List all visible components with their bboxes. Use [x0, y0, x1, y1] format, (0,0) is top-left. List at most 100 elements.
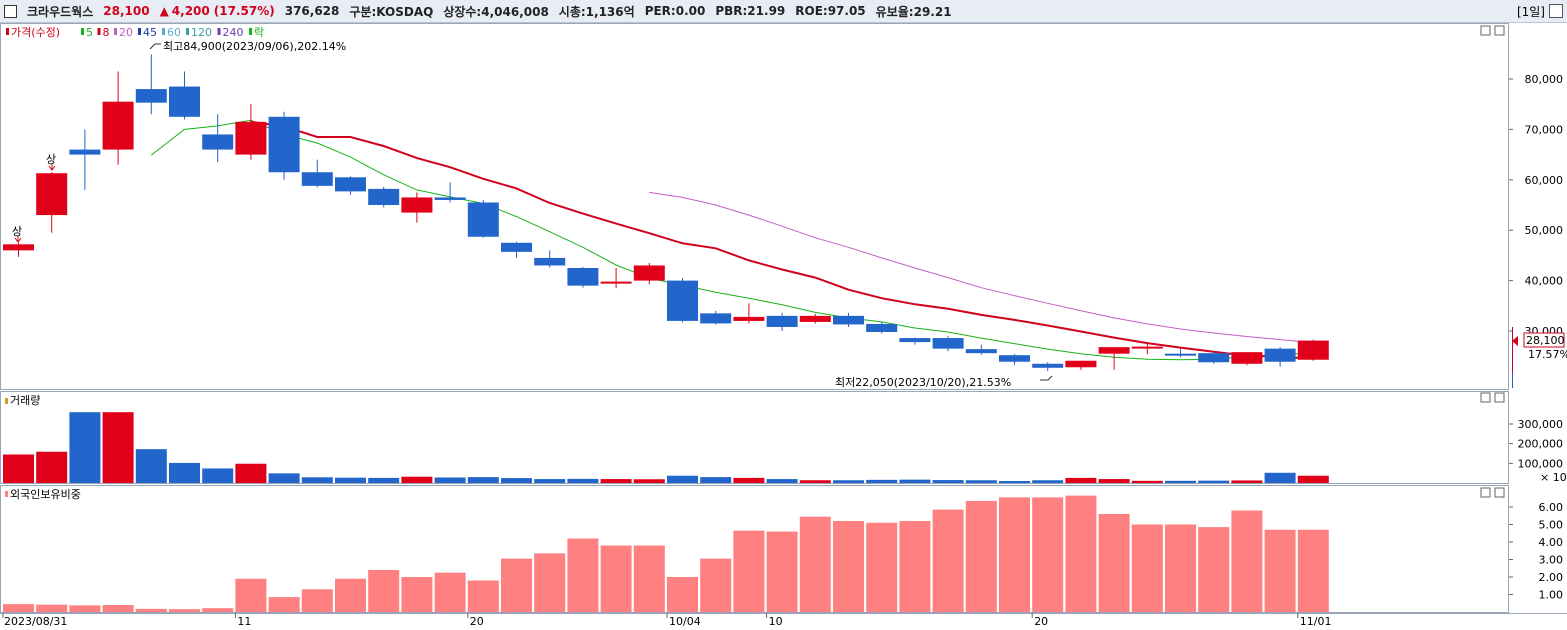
legend-label-1: 5	[86, 26, 93, 39]
candle-body-8	[268, 116, 300, 173]
volume-bar-3	[102, 412, 134, 483]
candle-body-26	[866, 323, 898, 333]
legend-label-3: 20	[119, 26, 133, 39]
max-price-annotation: 최고84,900(2023/09/06),202.14%	[163, 40, 346, 53]
foreign-bar-34	[1131, 524, 1163, 612]
foreign-bar-35	[1165, 524, 1196, 612]
foreign-bar-29	[965, 500, 997, 612]
candle-body-36	[1198, 353, 1230, 363]
window-toggle-button[interactable]	[1549, 4, 1563, 18]
candlesticks	[3, 54, 1329, 372]
volume-bar-29	[965, 480, 997, 483]
candle-body-2	[69, 149, 101, 155]
foreign-bar-11	[368, 570, 400, 612]
volume-bar-13	[434, 477, 466, 483]
x-tick-label-2: 20	[470, 615, 484, 628]
volume-bar-21	[700, 477, 732, 483]
foreign-tick-label-0: 6.00	[1539, 501, 1564, 514]
volume-bar-9	[301, 477, 333, 483]
foreign-tick-label-4: 2.00	[1539, 571, 1564, 584]
foreign-bar-23	[766, 531, 798, 612]
candle-body-14	[467, 202, 499, 237]
volume-bar-15	[501, 478, 532, 483]
x-tick-label-3: 10/04	[669, 615, 701, 628]
volume-bar-34	[1131, 480, 1163, 483]
legend-marker-8	[249, 28, 252, 35]
volume-bar-1	[36, 451, 68, 483]
volume-bar-18	[600, 479, 632, 483]
candle-body-19	[633, 265, 665, 281]
volume-bar-14	[467, 477, 499, 483]
foreign-bar-6	[202, 608, 234, 612]
volume-panel-buttons[interactable]	[1480, 392, 1505, 403]
foreign-bar-37	[1231, 510, 1263, 612]
candle-body-27	[899, 338, 931, 343]
foreign-bar-18	[600, 545, 632, 612]
candle-body-12	[401, 197, 433, 213]
candle-body-3	[102, 101, 134, 150]
foreign-bar-4	[135, 608, 167, 612]
price-tick-label-2: 60,000	[1525, 174, 1564, 187]
foreign-bar-14	[467, 580, 499, 612]
trade-volume: 376,628	[284, 4, 340, 18]
roe-value: ROE:97.05	[795, 4, 866, 18]
price-change-pct: (17.57%)	[213, 4, 275, 18]
foreign-bar-20	[667, 577, 698, 612]
foreign-bar-30	[999, 497, 1030, 612]
foreign-bar-26	[866, 522, 898, 612]
foreign-bar-5	[169, 609, 200, 612]
legend-label-4: 45	[143, 26, 157, 39]
price-panel-buttons[interactable]	[1480, 25, 1505, 36]
stock-name[interactable]: 크라우드웍스	[27, 4, 94, 19]
price-tick-label-4: 40,000	[1525, 275, 1564, 288]
legend-marker-4	[138, 28, 141, 35]
x-tick-label-5: 20	[1034, 615, 1048, 628]
candle-body-30	[999, 355, 1030, 362]
candle-body-22	[733, 316, 765, 321]
candle-body-4	[135, 89, 167, 103]
svg-text:17.57%: 17.57%	[1528, 348, 1567, 361]
volume-bar-7	[235, 463, 267, 483]
foreign-bar-2	[69, 605, 101, 612]
candle-body-1	[36, 173, 68, 216]
foreign-bar-17	[567, 538, 599, 612]
volume-bar-35	[1165, 480, 1196, 483]
select-checkbox[interactable]	[4, 4, 17, 18]
svg-text:상: 상	[46, 153, 56, 166]
volume-bar-23	[766, 479, 798, 483]
foreign-panel-buttons[interactable]	[1480, 487, 1505, 498]
candle-body-5	[169, 86, 200, 117]
current-price: 28,100	[103, 4, 150, 18]
ma20-line	[649, 191, 1314, 344]
legend-label-5: 60	[167, 26, 181, 39]
period-selector[interactable]: [1일]	[1516, 5, 1545, 19]
foreign-bar-16	[534, 553, 566, 612]
volume-bar-8	[268, 473, 300, 483]
foreign-bar-39	[1297, 529, 1329, 612]
volume-bar-25	[833, 480, 864, 483]
volume-bar-5	[169, 462, 200, 483]
legend-label-0: 가격(수정)	[11, 26, 60, 39]
volume-bar-36	[1198, 480, 1230, 483]
candle-body-25	[833, 315, 864, 325]
price-tick-label-1: 70,000	[1525, 123, 1564, 136]
x-axis-labels: 2023/08/31 11 20 10/04 10 20 11/01	[2, 613, 1332, 628]
foreign-bar-32	[1065, 495, 1097, 612]
candle-body-28	[932, 338, 964, 349]
candle-body-0	[3, 244, 34, 251]
volume-tick-label-0: 300,000	[1518, 418, 1564, 431]
volume-bars	[3, 412, 1329, 483]
foreign-tick-label-3: 3.00	[1539, 554, 1564, 567]
volume-bar-27	[899, 479, 931, 483]
candle-body-37	[1231, 352, 1263, 364]
foreign-tick-label-2: 4.00	[1539, 536, 1564, 549]
volume-unit: × 10	[1540, 471, 1567, 484]
per-value: PER:0.00	[644, 4, 706, 18]
svg-text:28,100: 28,100	[1526, 334, 1565, 347]
volume-title-marker	[5, 398, 8, 404]
candle-body-11	[368, 188, 400, 205]
moving-average-lines	[150, 119, 1314, 361]
candle-body-17	[567, 268, 599, 286]
foreign-bar-13	[434, 572, 466, 612]
legend-label-7: 240	[223, 26, 244, 39]
